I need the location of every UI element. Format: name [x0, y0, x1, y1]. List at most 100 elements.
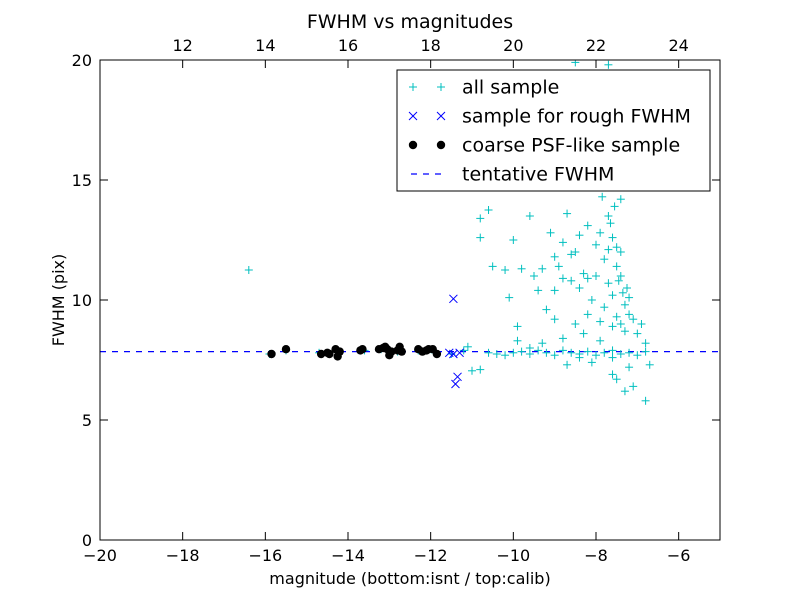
y-tick-label: 5 [82, 411, 92, 430]
x-tick-label: −16 [248, 546, 282, 565]
point-sample-for-rough-fwhm-4 [455, 348, 464, 358]
top-tick-label: 20 [503, 36, 523, 55]
point-all-sample-28 [592, 351, 600, 360]
point-all-sample-17 [501, 351, 510, 360]
point-all-sample-113 [604, 279, 613, 288]
point-coarse-psf-like-sample-0-circle [267, 349, 276, 359]
point-all-sample-38 [488, 262, 497, 271]
point-coarse-psf-like-sample-7-circle [335, 347, 344, 356]
point-all-sample-54 [563, 209, 572, 218]
x-tick-label: −12 [414, 546, 448, 565]
point-all-sample-110 [625, 310, 634, 319]
point-all-sample-36 [476, 214, 485, 223]
point-all-sample-93 [620, 387, 629, 396]
point-all-sample-96 [645, 360, 654, 369]
point-all-sample-25 [567, 348, 576, 357]
point-sample-for-rough-fwhm-1-b [451, 379, 460, 389]
point-all-sample-62 [587, 296, 596, 304]
point-all-sample-30 [608, 346, 617, 355]
point-sample-for-rough-fwhm-1 [451, 379, 460, 389]
point-coarse-psf-like-sample-24 [432, 349, 442, 359]
legend-label: sample for rough FWHM [462, 106, 691, 128]
y-tick-label: 10 [72, 291, 92, 310]
point-all-sample-119 [567, 250, 576, 259]
point-all-sample-117 [583, 274, 592, 283]
point-all-sample-85 [571, 60, 580, 67]
point-sample-for-rough-fwhm-0-b [449, 294, 458, 304]
point-all-sample-32 [625, 348, 634, 357]
point-all-sample-61 [583, 221, 592, 230]
point-all-sample-75 [633, 329, 642, 338]
series-coarse-psf-like-sample [267, 342, 442, 361]
point-all-sample-21 [534, 346, 543, 355]
axes: −20 −18 −16 −14 −12 −10 −8 −6 0 5 10 15 20 12 14 16 18 20… [72, 36, 721, 565]
point-sample-for-rough-fwhm-3-b [449, 349, 458, 359]
point-all-sample-91 [608, 370, 617, 379]
point-sample-for-rough-fwhm-0 [449, 294, 458, 304]
point-all-sample-41 [509, 236, 518, 244]
point-all-sample-11 [459, 346, 468, 355]
point-coarse-psf-like-sample-0 [267, 349, 276, 359]
point-all-sample-51 [550, 315, 559, 324]
legend-marker [408, 140, 418, 150]
point-coarse-psf-like-sample-1 [281, 345, 291, 354]
point-all-sample-90 [587, 358, 596, 367]
chart-title: FWHM vs magnitudes [307, 11, 513, 33]
point-all-sample-40 [505, 293, 514, 302]
point-all-sample-87 [604, 60, 613, 69]
top-tick-label: 24 [668, 36, 688, 55]
point-all-sample-46 [534, 286, 543, 295]
point-all-sample-70 [612, 312, 621, 321]
point-all-sample-102 [604, 245, 613, 254]
point-all-sample-114 [600, 303, 609, 312]
point-all-sample-100 [579, 329, 588, 338]
legend-box [396, 69, 711, 192]
point-all-sample-0 [244, 266, 253, 274]
point-all-sample-19 [517, 347, 526, 356]
point-all-sample-12 [463, 342, 472, 351]
point-all-sample-111 [616, 320, 625, 328]
point-sample-for-rough-fwhm-4-b [455, 348, 464, 358]
point-all-sample-116 [592, 272, 600, 280]
point-all-sample-57 [571, 248, 580, 256]
point-all-sample-66 [600, 255, 609, 264]
point-all-sample-109 [623, 284, 631, 292]
point-all-sample-55 [567, 276, 576, 285]
point-coarse-psf-like-sample-4 [325, 349, 334, 359]
plot-area [100, 60, 720, 405]
x-tick-label: −8 [584, 546, 608, 565]
point-all-sample-123 [525, 344, 534, 352]
point-all-sample-124 [513, 336, 522, 345]
point-all-sample-95 [641, 396, 650, 405]
y-axis-label: FWHM (pix) [49, 254, 68, 347]
point-all-sample-99 [558, 334, 567, 343]
series-sample-for-rough-fwhm [444, 294, 464, 389]
legend-marker [408, 111, 418, 121]
point-all-sample-77 [641, 339, 650, 348]
point-sample-for-rough-fwhm-5 [444, 348, 454, 358]
point-all-sample-48 [542, 305, 551, 314]
x-tick-label: −20 [83, 546, 117, 565]
point-all-sample-13 [468, 366, 476, 375]
point-sample-for-rough-fwhm-2-b [453, 372, 462, 382]
point-coarse-psf-like-sample-18 [397, 347, 406, 356]
legend-label: all sample [462, 77, 559, 99]
point-all-sample-120 [558, 274, 567, 283]
point-coarse-psf-like-sample-9-circle [358, 345, 367, 354]
legend-entry-tentative-fwhm: tentative FWHM [411, 164, 614, 186]
legend-entry-sample-for-rough-fwhm: sample for rough FWHM [408, 106, 691, 128]
legend-marker [436, 140, 446, 150]
point-all-sample-22 [542, 348, 551, 357]
point-all-sample-104 [612, 262, 621, 271]
y-tick-label: 15 [72, 171, 92, 190]
point-all-sample-108 [620, 300, 629, 309]
point-sample-for-rough-fwhm-2 [453, 372, 462, 382]
x-tick-label: −10 [496, 546, 530, 565]
top-tick-label: 18 [420, 36, 440, 55]
point-all-sample-74 [629, 315, 638, 324]
plot-content [100, 60, 720, 405]
point-all-sample-24 [558, 346, 567, 355]
x-tick-label: −6 [667, 546, 691, 565]
top-tick-label: 16 [338, 36, 358, 55]
point-all-sample-29 [600, 348, 609, 357]
